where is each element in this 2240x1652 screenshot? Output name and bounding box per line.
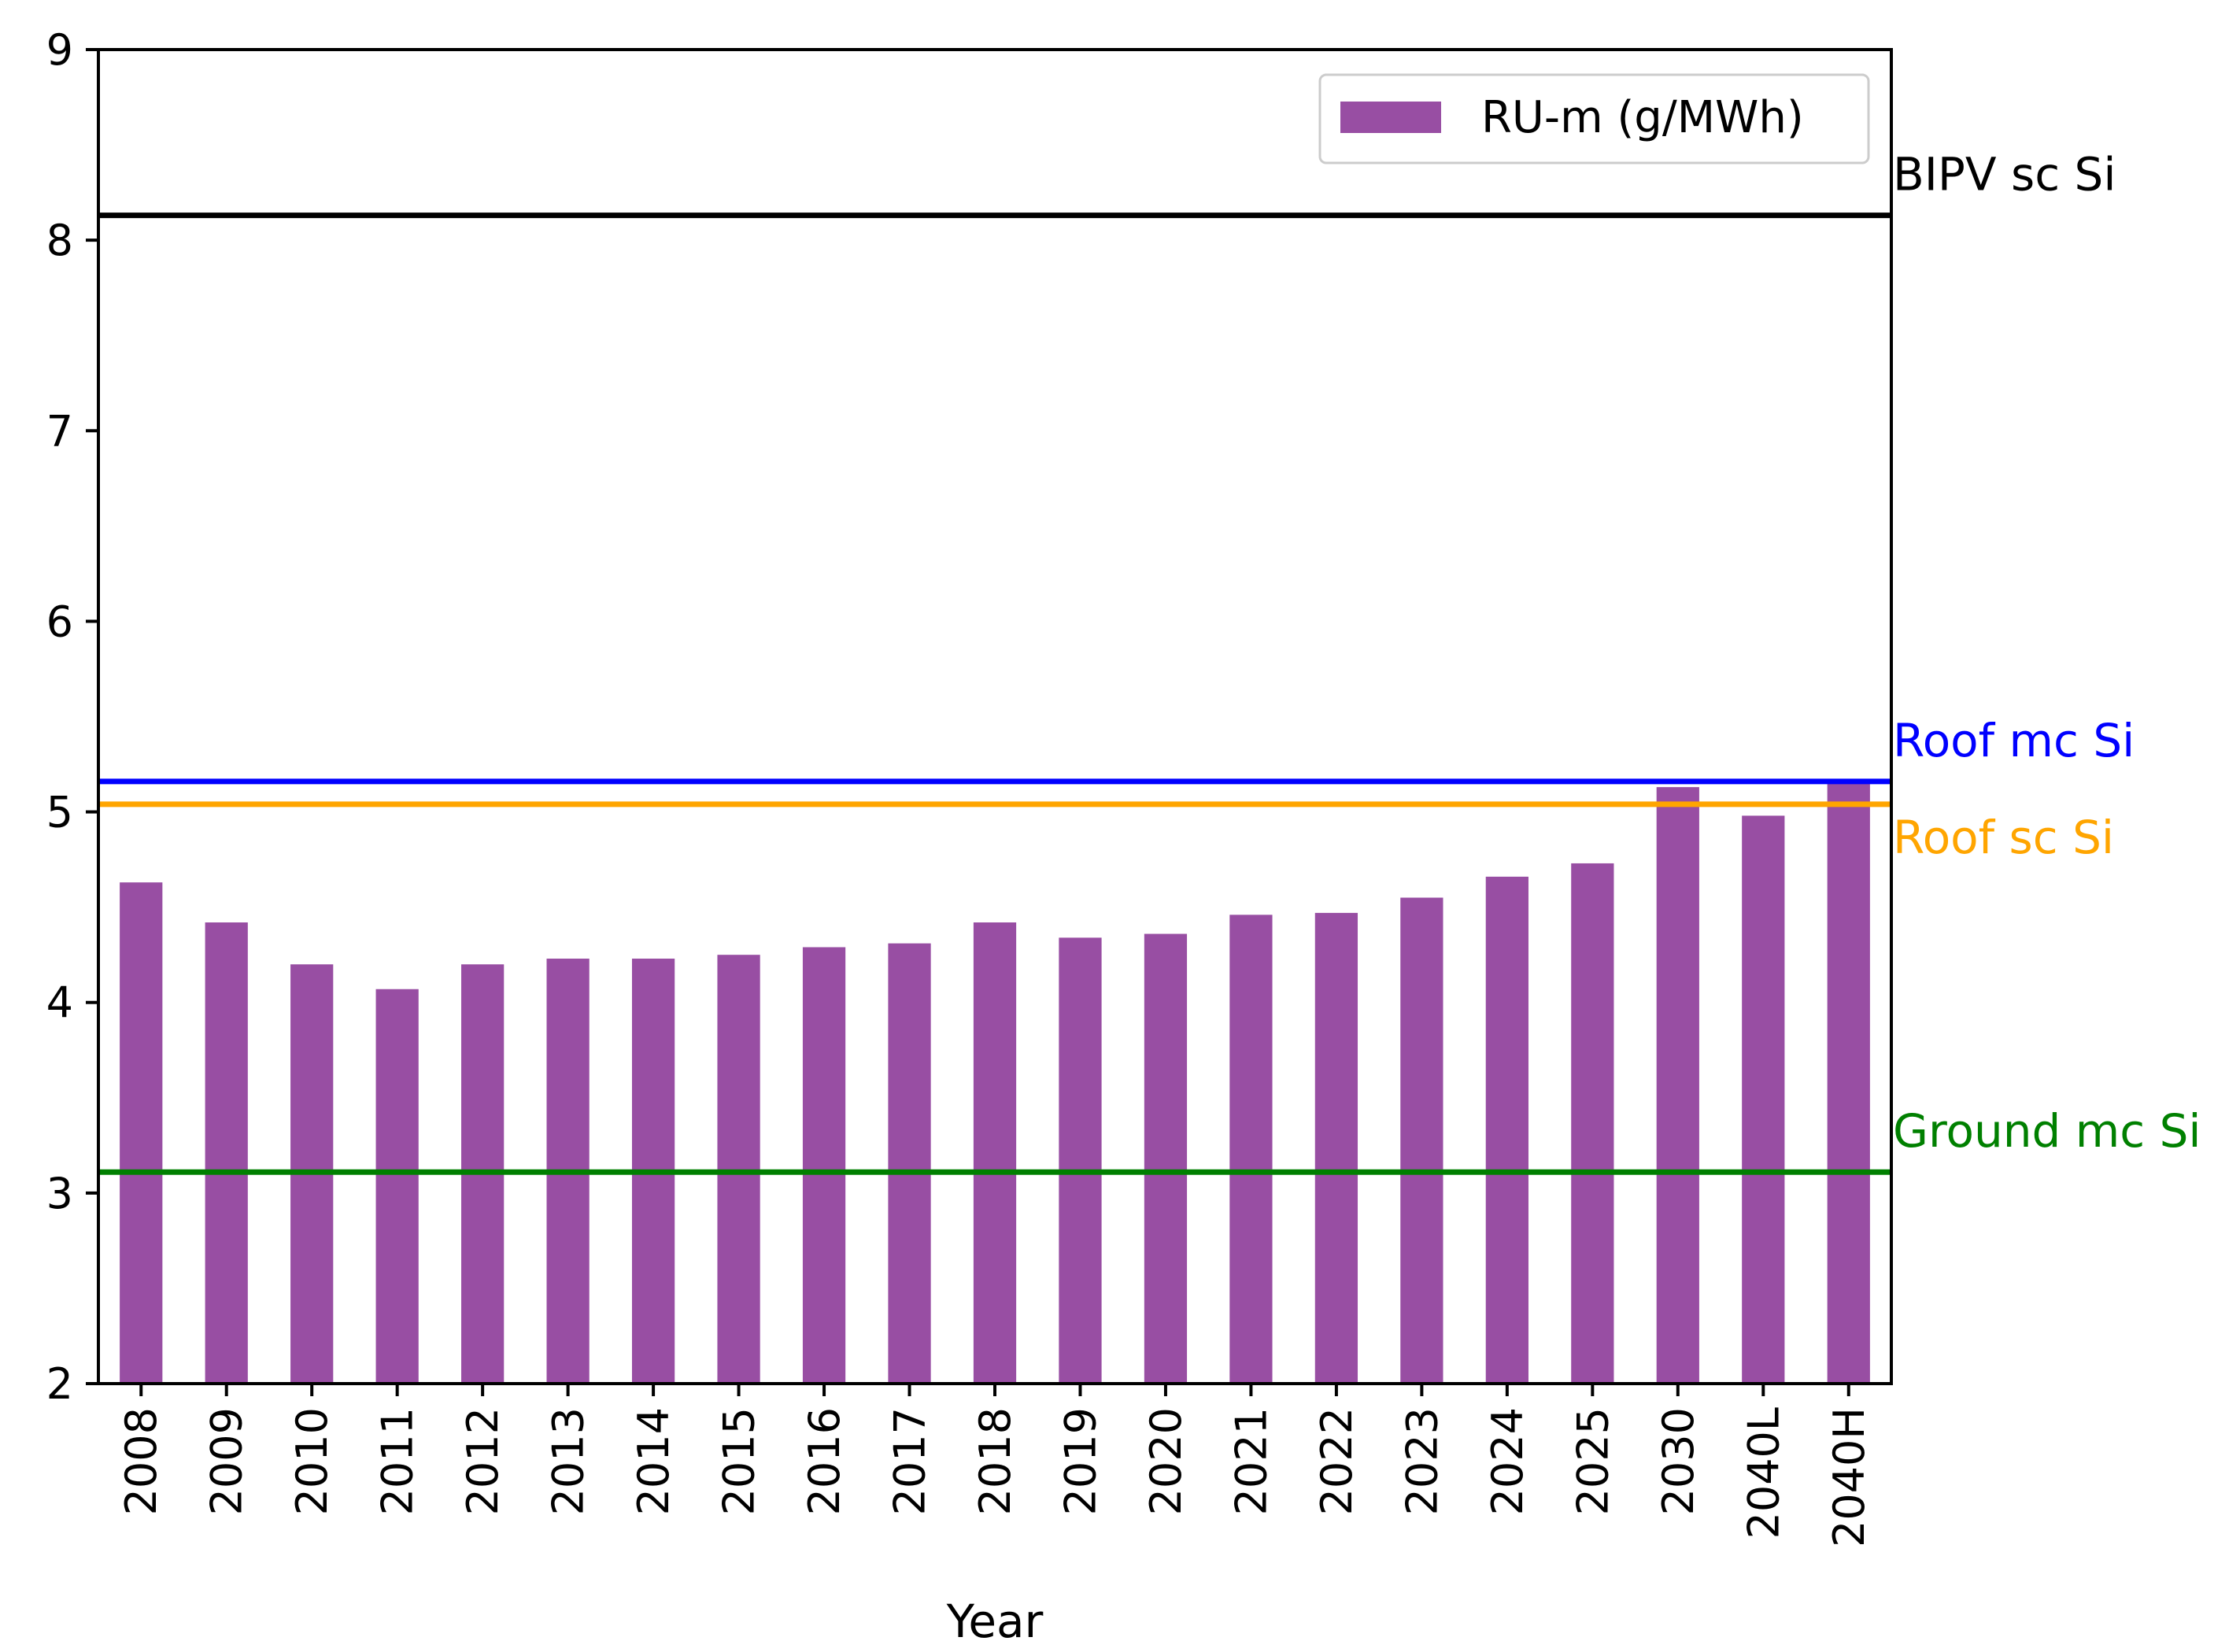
y-tick-label: 2 [46,1359,73,1409]
y-tick-label: 8 [46,216,73,265]
legend-swatch [1340,102,1441,133]
y-tick-label: 9 [46,25,73,75]
reference-label-roof-mc-si: Roof mc Si [1893,714,2135,767]
x-tick-label: 2016 [800,1407,849,1515]
x-tick-label: 2015 [715,1407,764,1515]
x-tick-label: 2014 [629,1407,678,1515]
reference-lines-group [98,213,1891,1175]
bar-2008 [120,882,163,1384]
bar-2017 [888,943,931,1384]
bars-group [120,783,1870,1384]
x-tick-label: 2009 [202,1407,252,1515]
x-tick-label: 2040H [1824,1407,1874,1547]
bar-2025 [1571,863,1614,1384]
x-tick-label: 2022 [1312,1407,1362,1515]
y-axis: 2 3 4 5 6 7 8 9 [46,25,98,1409]
reference-label-ground-mc-si: Ground mc Si [1893,1104,2201,1158]
bar-2040H [1827,783,1870,1384]
x-tick-label: 2023 [1397,1407,1447,1515]
x-tick-label: 2021 [1226,1407,1276,1515]
reference-label-roof-sc-si: Roof sc Si [1893,811,2114,864]
bar-2030 [1656,787,1699,1384]
y-tick-label: 5 [46,788,73,837]
x-tick-label: 2020 [1141,1407,1191,1515]
bar-2024 [1485,876,1528,1384]
legend: RU-m (g/MWh) [1318,73,1870,164]
bar-2015 [717,955,760,1384]
y-tick-label: 7 [46,406,73,456]
x-tick-label: 2030 [1654,1407,1703,1515]
x-tick-label: 2013 [544,1407,593,1515]
bar-2009 [205,922,248,1384]
y-tick-label: 6 [46,597,73,646]
bar-2016 [802,947,846,1384]
bar-2022 [1314,912,1358,1384]
x-axis: 2008 2009 2010 2011 2012 2013 2014 2015 2016 2017… [116,1384,1874,1547]
bar-2023 [1400,897,1443,1384]
x-tick-label: 2008 [116,1407,166,1515]
x-axis-title: Year [946,1595,1044,1648]
legend-box [1318,73,1870,164]
x-tick-label: 2010 [287,1407,337,1515]
x-tick-label: 2019 [1055,1407,1105,1515]
x-tick-label: 2018 [970,1407,1020,1515]
reference-label-bipv-sc-si: BIPV sc Si [1893,148,2116,201]
x-tick-label: 2012 [458,1407,508,1515]
x-tick-label: 2025 [1568,1407,1617,1515]
legend-label: RU-m (g/MWh) [1481,92,1804,143]
x-tick-label: 2011 [373,1407,423,1515]
bar-2018 [973,922,1017,1384]
x-tick-label: 2024 [1483,1407,1532,1515]
y-tick-label: 4 [46,978,73,1028]
bar-2011 [375,989,419,1384]
reference-labels-group: BIPV sc Si Roof mc Si Roof sc Si Ground mc … [1893,148,2201,1159]
bar-2040L [1742,815,1785,1384]
y-tick-label: 3 [46,1169,73,1218]
x-tick-label: 2040L [1739,1407,1788,1539]
bar-2019 [1059,937,1102,1384]
x-tick-label: 2017 [885,1407,935,1515]
bar-2020 [1144,933,1188,1384]
bar-2021 [1229,915,1273,1384]
